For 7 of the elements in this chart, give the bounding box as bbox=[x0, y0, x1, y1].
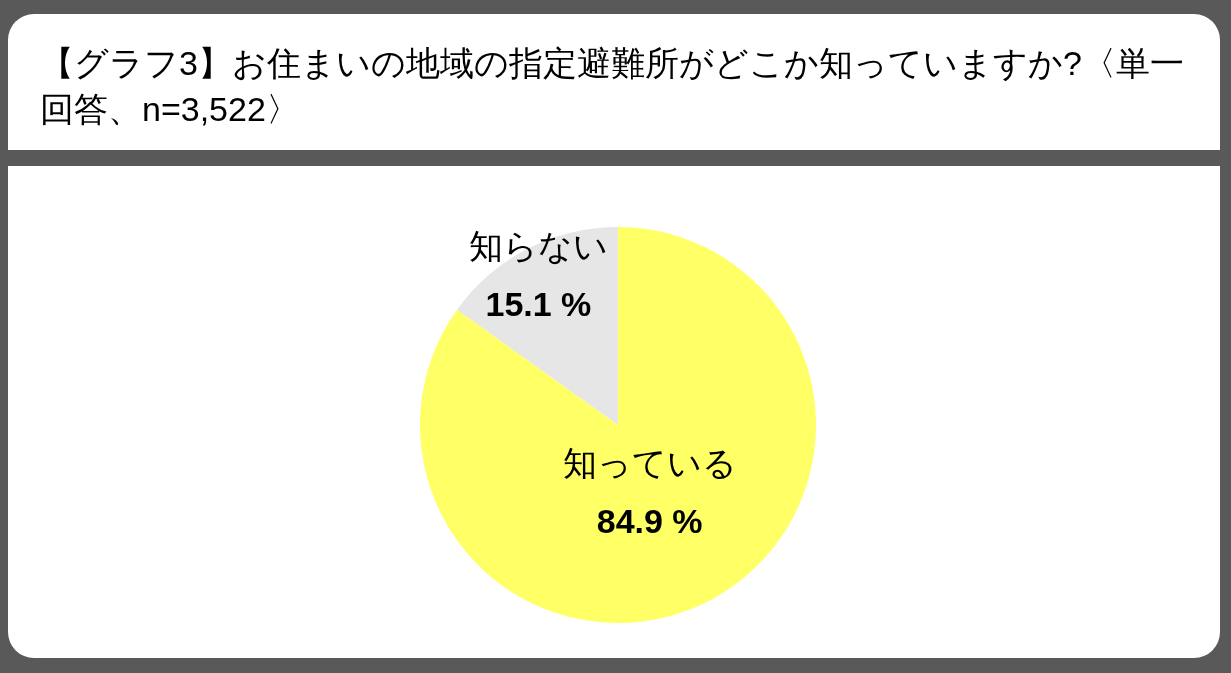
data-label: 84.9 % bbox=[596, 501, 703, 540]
pie-slice bbox=[420, 227, 816, 623]
chart-title: 【グラフ3】お住まいの地域の指定避難所がどこか知っていますか?〈単一回答、n=3,522〉 bbox=[40, 43, 1185, 130]
pie-slice bbox=[457, 227, 618, 425]
slice-label: 知らない bbox=[468, 227, 608, 265]
data-label: 15.1 % bbox=[485, 285, 592, 323]
slice-label: 知っている bbox=[562, 443, 737, 482]
